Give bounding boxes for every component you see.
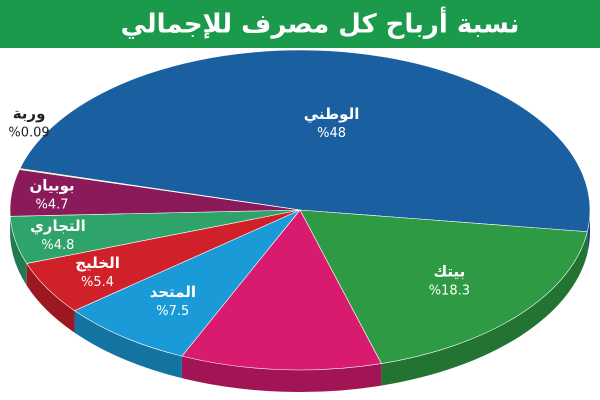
slice — [181, 209, 382, 371]
slice-label: بيتك — [433, 263, 465, 281]
slice-label: وربة — [13, 105, 46, 123]
slice-side — [381, 231, 588, 386]
slice-label: الوطني — [304, 105, 360, 123]
slice-side — [26, 263, 75, 333]
slice — [299, 209, 588, 364]
slice-side — [10, 216, 27, 286]
slice-label: التجاري — [30, 217, 86, 236]
value-label: %4.7 — [36, 198, 69, 213]
pie: الوطني %48 بيتك %18.3 المتحد %7.5 الخليج %5.4 ال… — [8, 49, 591, 392]
value-label: %0.09 — [8, 126, 49, 141]
slice-label: الخليج — [75, 254, 120, 272]
slice — [73, 209, 301, 357]
slice-side — [181, 356, 382, 392]
value-label: %7.5 — [156, 304, 189, 319]
slice — [19, 49, 591, 233]
slice-side — [74, 310, 182, 379]
slice-label: المتحد — [150, 283, 196, 301]
value-label: %18.3 — [429, 284, 470, 299]
chart-title: نسبة أرباح كل مصرف للإجمالي — [121, 7, 520, 40]
value-label: %5.4 — [81, 275, 114, 290]
slice — [19, 168, 301, 211]
title-banner — [0, 0, 600, 48]
slice-label: بوبيان — [29, 177, 74, 195]
value-label: %4.8 — [41, 238, 74, 253]
value-label: %48 — [317, 126, 346, 141]
